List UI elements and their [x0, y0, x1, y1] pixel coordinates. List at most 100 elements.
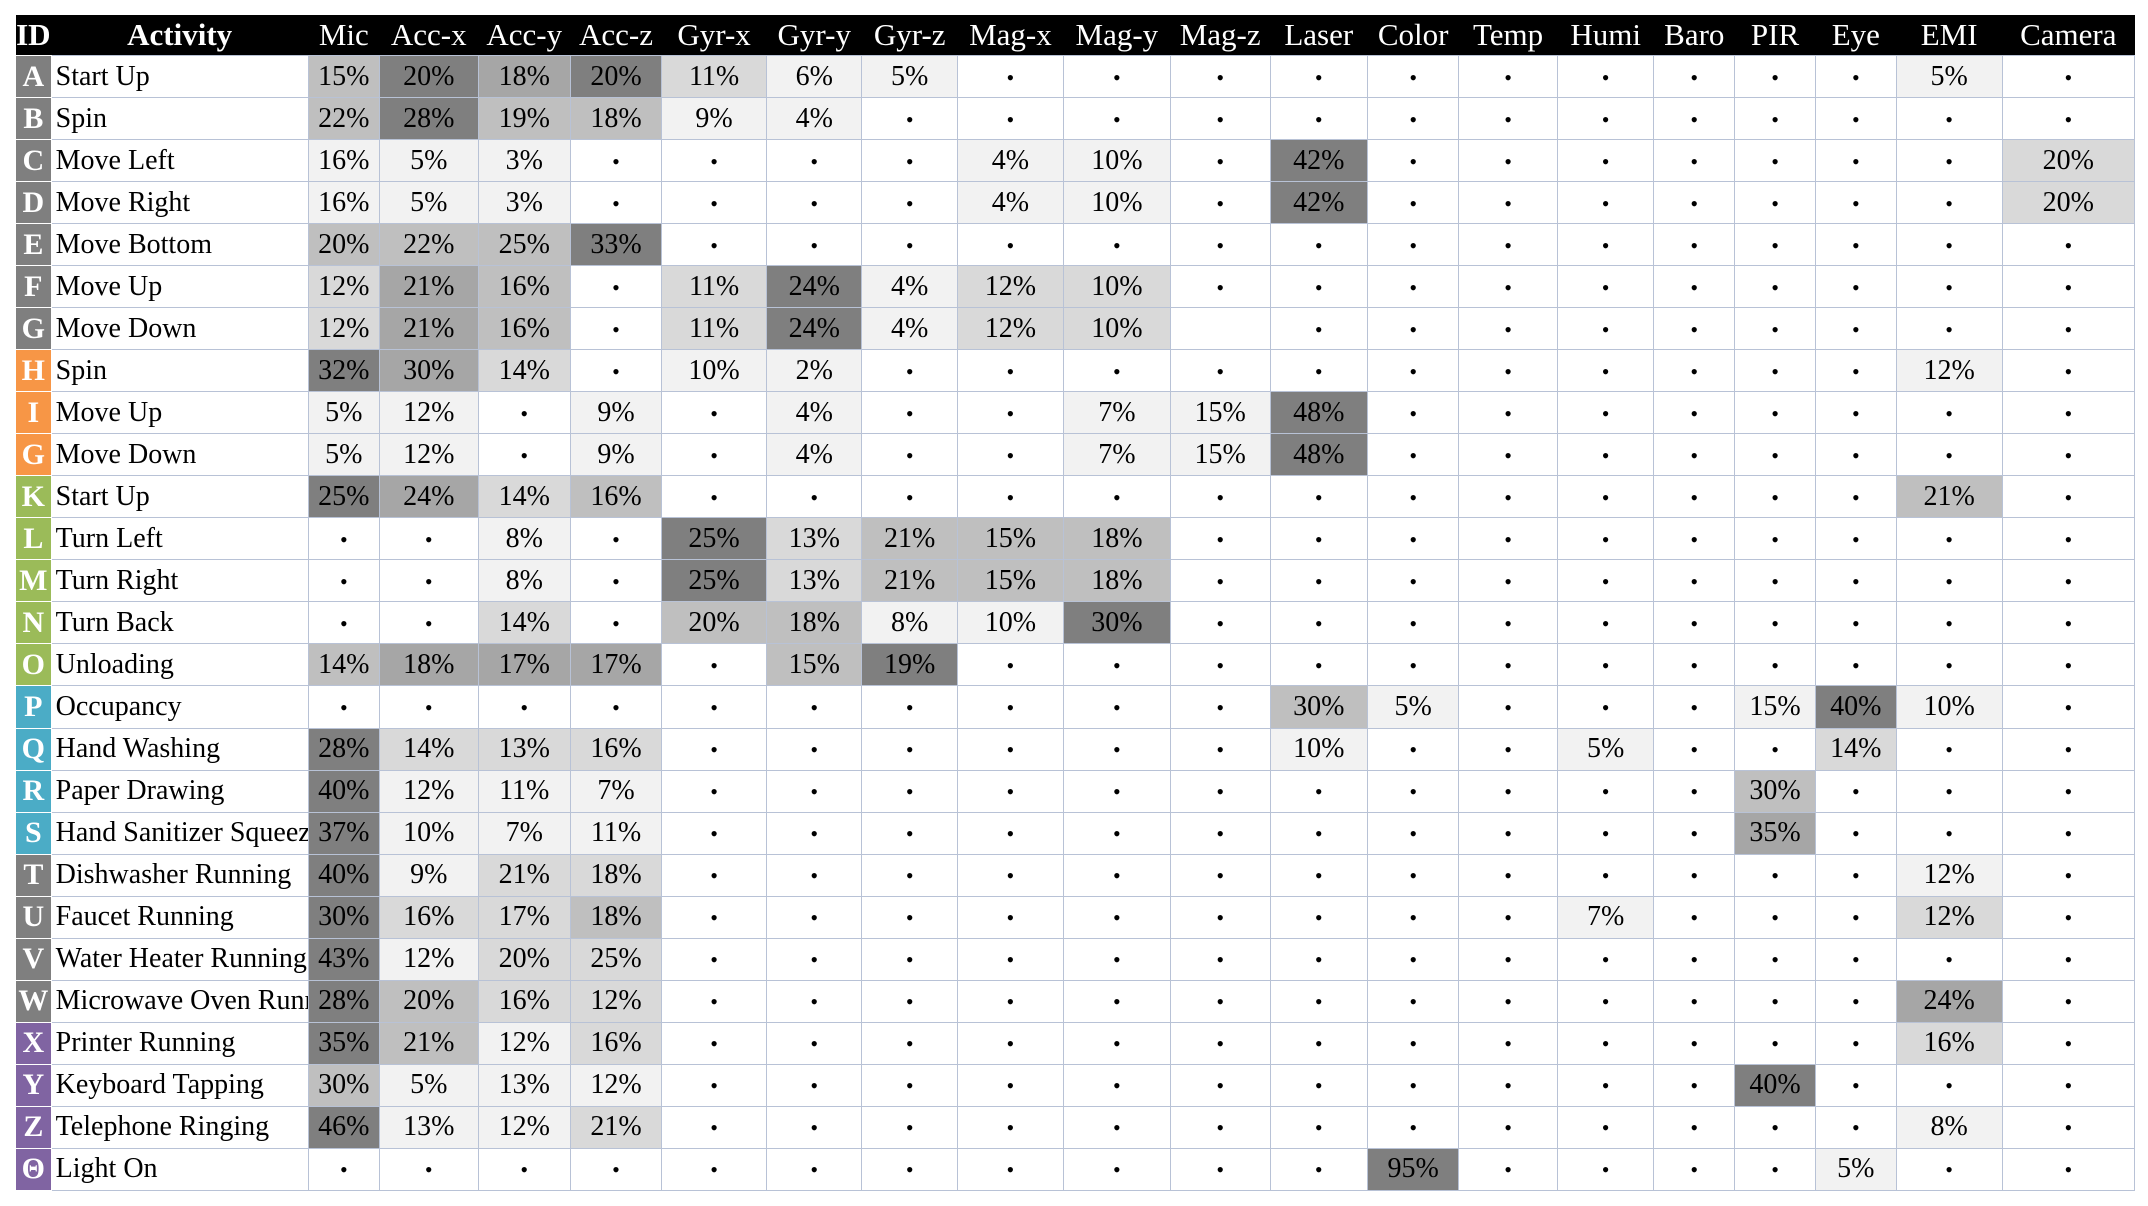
empty-value-dot: •	[1945, 1073, 1953, 1099]
heatmap-cell: 28%	[307, 727, 380, 771]
empty-value-dot: •	[2064, 737, 2073, 763]
empty-value-dot: •	[1945, 232, 1953, 258]
empty-value-dot: •	[1113, 64, 1121, 90]
heatmap-cell: •	[2001, 1063, 2136, 1107]
empty-value-dot: •	[1504, 316, 1512, 342]
empty-value-dot: •	[1690, 106, 1699, 132]
heatmap-cell: •	[1269, 54, 1369, 99]
empty-value-dot: •	[1771, 610, 1779, 636]
table-row: L Turn Left • • 8% • 25% 13% 21% 15% 18% • • • • • • • • • •	[15, 517, 2136, 561]
heatmap-cell: •	[1269, 265, 1369, 309]
heatmap-cell: •	[661, 895, 768, 939]
empty-value-dot: •	[1601, 190, 1610, 216]
empty-value-dot: •	[905, 442, 914, 468]
heatmap-cell: 5%	[307, 433, 380, 477]
heatmap-cell: •	[661, 433, 768, 477]
table-row: Y Keyboard Tapping 30% 5% 13% 12% • • • • • • • • • • • 4…	[15, 1063, 2136, 1107]
empty-value-dot: •	[710, 737, 718, 763]
heatmap-cell: 16%	[477, 979, 571, 1023]
empty-value-dot: •	[810, 737, 819, 763]
empty-value-dot: •	[1771, 274, 1779, 300]
empty-value-dot: •	[1409, 568, 1418, 594]
heatmap-cell: •	[1458, 1021, 1558, 1065]
empty-value-dot: •	[1504, 821, 1512, 847]
heatmap-cell: •	[307, 517, 380, 561]
heatmap-cell: 19%	[861, 643, 958, 687]
heatmap-cell: 10%	[1062, 139, 1171, 183]
empty-value-dot: •	[1006, 821, 1015, 847]
heatmap-cell: •	[477, 685, 571, 729]
empty-value-dot: •	[1601, 1157, 1610, 1183]
heatmap-cell: 12%	[477, 1021, 571, 1065]
column-header-baro: Baro	[1653, 15, 1735, 56]
empty-value-dot: •	[1504, 863, 1512, 889]
empty-value-dot: •	[1409, 863, 1418, 889]
heatmap-cell: 11%	[661, 265, 768, 309]
heatmap-cell: •	[2001, 979, 2136, 1023]
table-row: G Move Down 12% 21% 16% • 11% 24% 4% 12% 10% • • • • • •…	[15, 307, 2136, 351]
empty-value-dot: •	[1690, 905, 1699, 931]
heatmap-cell: 15%	[956, 559, 1064, 603]
heatmap-cell: •	[1734, 475, 1816, 519]
empty-value-dot: •	[1945, 737, 1953, 763]
empty-value-dot: •	[905, 863, 914, 889]
heatmap-cell: •	[661, 1147, 768, 1192]
empty-value-dot: •	[810, 1031, 819, 1057]
empty-value-dot: •	[1601, 484, 1610, 510]
heatmap-cell: 21%	[1895, 475, 2003, 519]
heatmap-cell: •	[1556, 223, 1655, 267]
heatmap-cell: •	[1169, 223, 1271, 267]
heatmap-cell: 20%	[378, 979, 479, 1023]
heatmap-cell: 30%	[307, 895, 380, 939]
empty-value-dot: •	[905, 821, 914, 847]
heatmap-cell: 8%	[477, 559, 571, 603]
heatmap-cell: 5%	[1367, 685, 1460, 729]
heatmap-cell: •	[1734, 265, 1816, 309]
row-id-label: T	[15, 853, 52, 897]
heatmap-cell: •	[1734, 391, 1816, 435]
heatmap-cell: •	[956, 979, 1064, 1023]
heatmap-cell: •	[1734, 307, 1816, 351]
empty-value-dot: •	[1409, 316, 1418, 342]
empty-value-dot: •	[1690, 274, 1699, 300]
heatmap-cell: •	[378, 601, 479, 645]
empty-value-dot: •	[905, 1031, 914, 1057]
column-header-color: Color	[1367, 15, 1459, 56]
heatmap-cell: •	[661, 1105, 768, 1149]
heatmap-cell: •	[1269, 1147, 1369, 1192]
empty-value-dot: •	[1851, 400, 1860, 426]
table-row: F Move Up 12% 21% 16% • 11% 24% 4% 12% 10% • • • • • • • •…	[15, 265, 2136, 309]
empty-value-dot: •	[2064, 989, 2073, 1015]
heatmap-cell: 20%	[2001, 139, 2136, 183]
row-activity-label: Move Down	[50, 307, 309, 351]
heatmap-cell: •	[1367, 139, 1460, 183]
empty-value-dot: •	[1601, 947, 1610, 973]
empty-value-dot: •	[1690, 947, 1699, 973]
empty-value-dot: •	[1771, 316, 1779, 342]
heatmap-cell: 30%	[378, 349, 479, 393]
heatmap-cell: •	[2001, 895, 2136, 939]
empty-value-dot: •	[1006, 779, 1015, 805]
heatmap-cell: 24%	[766, 307, 863, 351]
table-row: Θ Light On • • • • • • • • • • • 95% • • • • 5% • •	[15, 1147, 2136, 1192]
heatmap-cell: •	[1556, 265, 1655, 309]
heatmap-cell: 11%	[477, 769, 571, 813]
heatmap-cell: •	[861, 727, 958, 771]
row-id-label: B	[15, 97, 52, 141]
heatmap-cell: •	[861, 1063, 958, 1107]
empty-value-dot: •	[810, 905, 819, 931]
empty-value-dot: •	[1409, 148, 1418, 174]
empty-value-dot: •	[810, 779, 819, 805]
empty-value-dot: •	[2064, 1157, 2073, 1183]
empty-value-dot: •	[1006, 106, 1015, 132]
empty-value-dot: •	[2064, 442, 2073, 468]
table-row: I Move Up 5% 12% • 9% • 4% • • 7% 15% 48% • • • • • • • •	[15, 391, 2136, 435]
empty-value-dot: •	[1690, 526, 1699, 552]
empty-value-dot: •	[1771, 148, 1779, 174]
heatmap-cell: •	[1734, 643, 1816, 687]
empty-value-dot: •	[1409, 400, 1418, 426]
heatmap-cell: 9%	[569, 391, 663, 435]
column-header-camera: Camera	[2002, 15, 2135, 56]
heatmap-cell: 4%	[956, 139, 1064, 183]
empty-value-dot: •	[710, 947, 718, 973]
